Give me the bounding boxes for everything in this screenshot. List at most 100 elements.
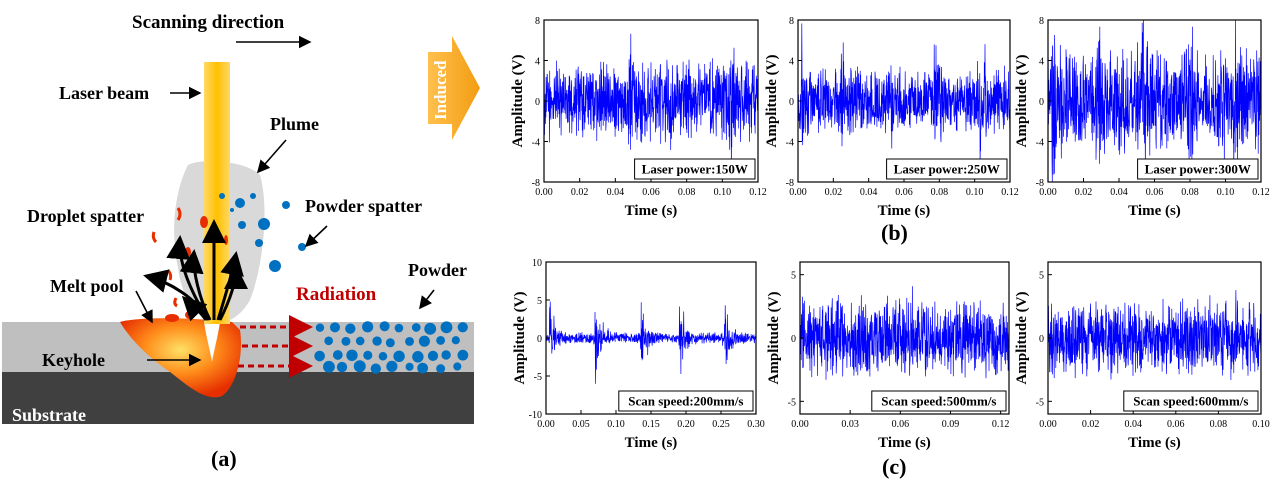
x-tick-label: 0.08 — [1210, 419, 1228, 430]
powder-particle — [323, 360, 335, 373]
legend-label: Laser power:300W — [1145, 162, 1251, 177]
x-tick-label: 0.10 — [1252, 419, 1270, 430]
y-tick-label: 0 — [791, 334, 796, 345]
laser-beam — [204, 62, 230, 324]
signal-chart-1: 0.00 0.02 0.04 0.06 0.08 0.10 0.12 8 4 0 -4 -8 Time … — [510, 16, 767, 219]
signal-trace — [1047, 290, 1262, 381]
x-tick-label: 0.10 — [607, 419, 625, 430]
powder-label: Powder — [408, 260, 467, 280]
x-tick-label: 0.06 — [642, 187, 660, 198]
y-tick-label: 5 — [537, 296, 542, 307]
signal-trace — [797, 23, 1011, 174]
y-tick-label: -10 — [529, 410, 542, 421]
y-tick-label: -4 — [786, 138, 794, 149]
label-pointers — [135, 35, 435, 367]
radiation-arrows — [238, 315, 313, 378]
y-axis-label: Amplitude (V) — [510, 55, 526, 148]
powder-spatter-dots — [219, 193, 306, 272]
signal-chart-5: 0.00 0.03 0.06 0.09 0.12 5 0 -5 Time (s) Amplitud… — [766, 261, 1010, 451]
powder-particle — [427, 350, 439, 362]
powder-particle — [378, 351, 388, 361]
y-tick-label: -4 — [1036, 138, 1044, 149]
x-tick-label: 0.08 — [1181, 187, 1199, 198]
y-axis-label: Amplitude (V) — [766, 292, 782, 385]
x-tick-label: 0.00 — [535, 187, 553, 198]
legend-label: Scan speed:200mm/s — [628, 394, 743, 409]
charts-area: 0.00 0.02 0.04 0.06 0.08 0.10 0.12 8 4 0 -4 -8 Time … — [510, 16, 1270, 451]
y-tick-label: -5 — [534, 372, 542, 383]
powder-particle — [346, 349, 358, 361]
droplet-spatter-fragment — [185, 247, 191, 257]
x-tick-label: 0.06 — [1167, 419, 1185, 430]
powder-particle — [394, 323, 404, 333]
radiation-label: Radiation — [296, 284, 377, 305]
x-tick-label: 0.02 — [571, 187, 589, 198]
droplet-spatter-fragment — [224, 235, 228, 245]
legend-box — [871, 390, 1007, 412]
x-axis-label: Time (s) — [878, 435, 931, 451]
panel-a-label: (a) — [211, 446, 237, 471]
melt-pool-label: Melt pool — [50, 276, 124, 296]
x-tick-label: 0.10 — [966, 187, 984, 198]
x-tick-label: 0.20 — [677, 419, 695, 430]
powder-particle — [418, 335, 430, 347]
x-tick-label: 0.09 — [942, 419, 960, 430]
powder-particle — [385, 338, 395, 348]
signal-chart-3: 0.00 0.02 0.04 0.06 0.08 0.10 0.12 8 4 0 -4 -8 Time … — [1014, 16, 1270, 219]
powder-particle — [332, 350, 343, 360]
powder-particle — [372, 336, 382, 346]
x-tick-label: 0.04 — [607, 187, 625, 198]
signal-trace — [799, 286, 1010, 380]
x-tick-label: 0.00 — [791, 419, 809, 430]
signal-chart-2: 0.00 0.02 0.04 0.06 0.08 0.10 0.12 8 4 0 -4 -8 Time … — [764, 16, 1019, 219]
induced-arrow — [428, 36, 480, 140]
surface-droplet — [185, 311, 195, 319]
legend-label: Laser power:250W — [894, 162, 1000, 177]
y-tick-label: 0 — [789, 97, 794, 108]
keyhole-label: Keyhole — [42, 350, 105, 370]
powder-spatter-label: Powder spatter — [305, 196, 422, 216]
x-tick-label: 0.00 — [1039, 187, 1057, 198]
powder-particle — [386, 360, 398, 372]
ejection-arrows — [143, 219, 248, 322]
powder-particle — [412, 351, 424, 363]
legend-label: Laser power:150W — [642, 162, 748, 177]
x-tick-label: 0.05 — [572, 419, 590, 430]
y-tick-label: -4 — [532, 138, 540, 149]
y-tick-label: 0 — [1039, 334, 1044, 345]
powder-particle — [345, 323, 356, 334]
powder-particle — [363, 350, 373, 360]
x-tick-label: 0.12 — [992, 419, 1010, 430]
laser-beam-label: Laser beam — [59, 83, 149, 103]
powder-particle — [405, 336, 415, 346]
x-axis-label: Time (s) — [1128, 203, 1181, 219]
legend-box — [1123, 390, 1259, 412]
panel-c-label: (c) — [882, 454, 906, 479]
powder-particle — [314, 350, 325, 362]
y-tick-label: -5 — [1036, 397, 1044, 408]
powder-particle — [457, 349, 469, 361]
y-tick-label: 0 — [537, 334, 542, 345]
powder-particle — [405, 362, 414, 371]
y-tick-label: -5 — [788, 397, 796, 408]
x-tick-label: 0.30 — [747, 419, 765, 430]
powder-particle — [336, 361, 348, 373]
x-tick-label: 0.06 — [892, 419, 910, 430]
plume-label: Plume — [270, 114, 319, 134]
signal-chart-4: 0.00 0.05 0.10 0.15 0.20 0.25 0.30 10 5 0 -5 -10 Tim… — [512, 258, 765, 451]
powder-particle — [341, 336, 351, 346]
x-tick-label: 0.02 — [1082, 419, 1100, 430]
powder-bed-dots — [314, 321, 469, 374]
powder-particle — [436, 335, 446, 345]
x-tick-label: 0.10 — [1217, 187, 1235, 198]
powder-particle — [324, 336, 334, 346]
powder-particle — [417, 362, 429, 374]
y-tick-label: 5 — [791, 271, 796, 282]
powder-particle — [355, 336, 365, 346]
droplet-spatter-fragment — [166, 269, 173, 281]
substrate-label: Substrate — [12, 405, 86, 425]
legend-label: Scan speed:500mm/s — [881, 394, 996, 409]
legend-box — [1137, 158, 1259, 180]
legend-label: Scan speed:600mm/s — [1133, 394, 1248, 409]
x-tick-label: 0.00 — [537, 419, 555, 430]
